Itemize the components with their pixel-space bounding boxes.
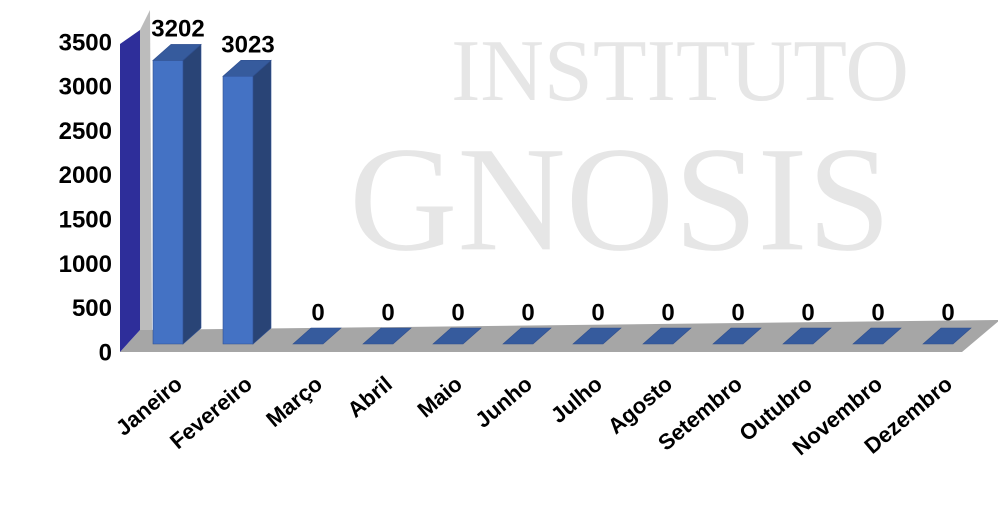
- y-tick-label: 1000: [59, 251, 112, 278]
- data-label: 0: [521, 299, 534, 326]
- data-label: 0: [941, 299, 954, 326]
- bar: [292, 327, 342, 345]
- bar-face: [922, 327, 972, 345]
- x-tick-label: Junho: [470, 371, 537, 433]
- bar: [852, 327, 902, 345]
- back-wall: [140, 10, 152, 330]
- bar: [572, 327, 622, 345]
- watermark: GNOSIS: [349, 116, 891, 282]
- bar: [222, 59, 272, 345]
- data-label: 3202: [151, 16, 204, 43]
- x-tick-label: Maio: [412, 371, 466, 422]
- y-tick-label: 3500: [59, 29, 112, 56]
- bar-face: [432, 327, 482, 345]
- watermark: INSTITUTO: [451, 23, 909, 120]
- data-label: 0: [451, 299, 464, 326]
- y-tick-label: 3000: [59, 74, 112, 101]
- y-tick-label: 0: [99, 339, 112, 366]
- left-wall: [120, 30, 140, 352]
- data-label: 0: [311, 299, 324, 326]
- data-label: 0: [871, 299, 884, 326]
- bar: [362, 327, 412, 345]
- bar-face: [152, 60, 184, 345]
- bar-face: [502, 327, 552, 345]
- bar: [782, 327, 832, 345]
- data-label: 0: [661, 299, 674, 326]
- bar: [712, 327, 762, 345]
- bar: [152, 43, 202, 345]
- x-tick-label: Julho: [546, 371, 607, 428]
- x-tick-label: Março: [261, 371, 327, 432]
- x-tick-label: Abril: [342, 371, 396, 422]
- y-tick-label: 1500: [59, 206, 112, 233]
- y-tick-label: 2500: [59, 118, 112, 145]
- bar-face: [572, 327, 622, 345]
- data-label: 0: [731, 299, 744, 326]
- bar-face: [852, 327, 902, 345]
- data-label: 3023: [221, 32, 274, 59]
- bar-face: [642, 327, 692, 345]
- bar: [432, 327, 482, 345]
- bar-face: [292, 327, 342, 345]
- bar: [642, 327, 692, 345]
- bar: [502, 327, 552, 345]
- data-label: 0: [801, 299, 814, 326]
- bar-face: [362, 327, 412, 345]
- y-tick-label: 500: [72, 295, 112, 322]
- data-label: 0: [381, 299, 394, 326]
- bar-face: [222, 75, 254, 345]
- bar-face: [712, 327, 762, 345]
- data-label: 0: [591, 299, 604, 326]
- bar: [922, 327, 972, 345]
- bar-face: [252, 59, 272, 345]
- bar-face: [782, 327, 832, 345]
- y-tick-label: 2000: [59, 162, 112, 189]
- bar-face: [182, 43, 202, 345]
